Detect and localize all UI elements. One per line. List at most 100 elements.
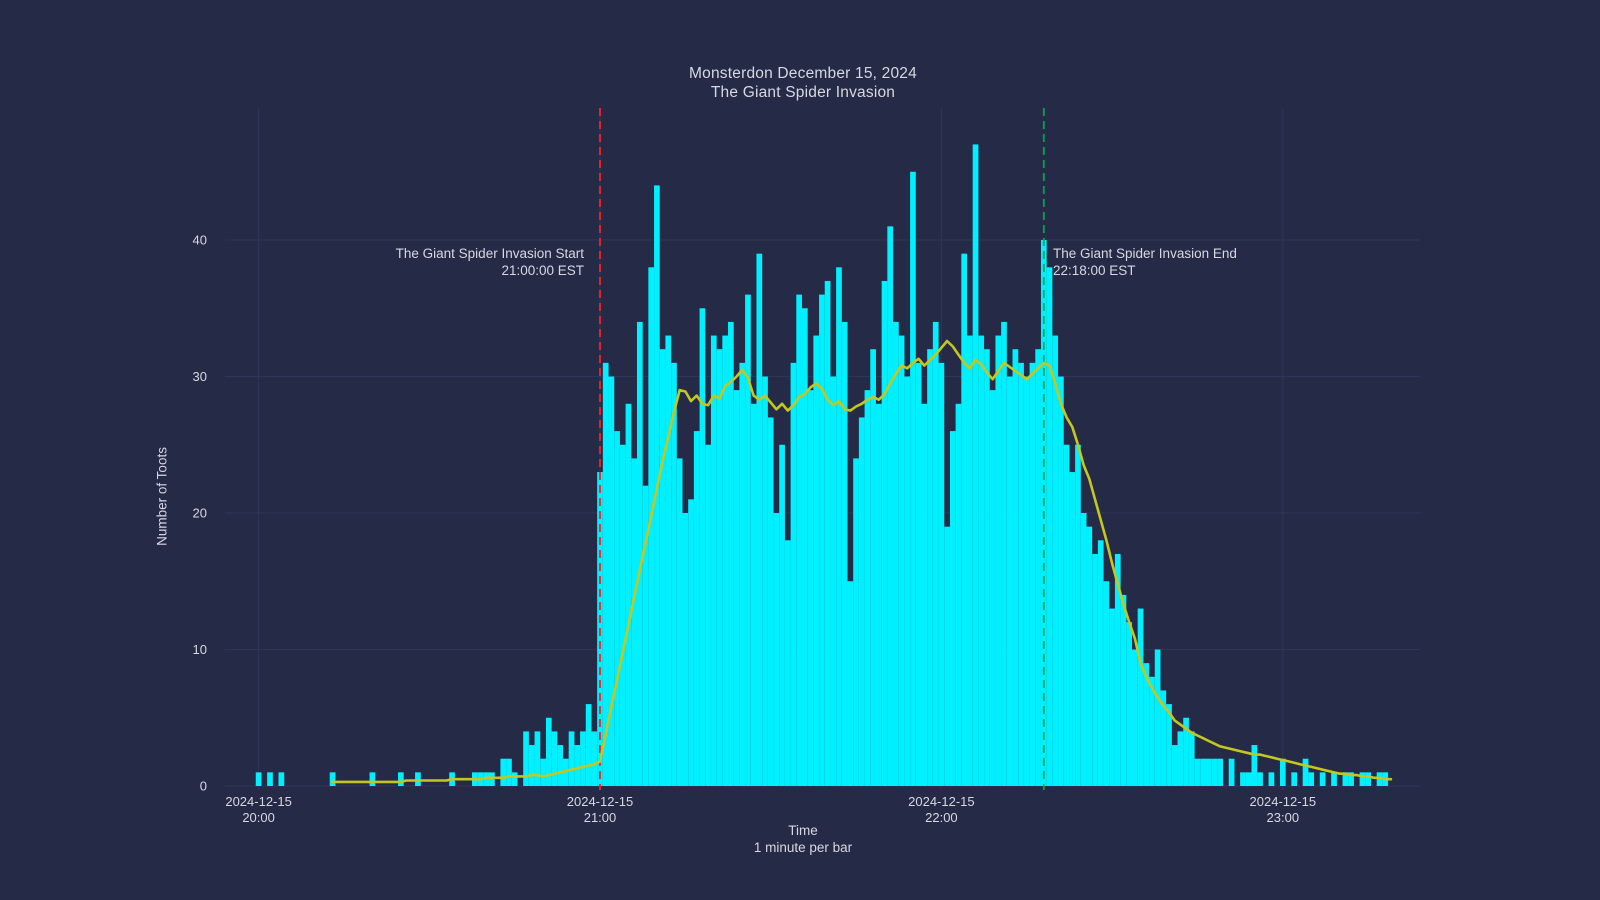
toot-count-bar [648, 267, 655, 786]
toot-count-bar [710, 335, 717, 786]
toot-count-bar [557, 745, 564, 786]
toot-count-bar [1120, 594, 1127, 786]
x-tick-label-time: 22:00 [925, 810, 958, 825]
toot-count-bar [972, 144, 979, 786]
toot-count-bar [1080, 513, 1087, 786]
toot-count-bar [813, 335, 820, 786]
toot-count-bar [984, 349, 990, 786]
toot-count-bar [580, 731, 586, 786]
x-tick-label-time: 20:00 [242, 810, 275, 825]
toot-count-bar [398, 772, 404, 786]
toot-count-bar [949, 431, 956, 786]
toot-count-bar [1143, 663, 1150, 786]
toot-count-bar [636, 321, 643, 786]
chart-title-line2: The Giant Spider Invasion [710, 84, 896, 102]
toot-count-bar [1279, 758, 1286, 786]
toot-count-bar [824, 280, 831, 786]
y-tick-label: 30 [193, 369, 207, 384]
toot-count-bar [1308, 772, 1315, 786]
toot-count-bar [1348, 772, 1354, 786]
smoothed-average-line [331, 339, 1393, 784]
toot-count-bar [642, 485, 649, 786]
toot-count-bar [1132, 649, 1138, 786]
chart-title: Monsterdon December 15, 2024 The Giant S… [603, 64, 1003, 103]
toot-count-bar [1251, 745, 1258, 786]
toot-count-bar [1092, 553, 1098, 786]
toot-count-bar [858, 417, 865, 786]
toot-count-bar [961, 253, 968, 786]
toot-count-bar [989, 390, 996, 786]
toot-count-bar [881, 280, 888, 786]
x-axis-title-line1: Time [788, 823, 818, 838]
toot-count-bar [830, 376, 837, 786]
toot-count-bar [534, 731, 541, 786]
toot-count-bar [591, 731, 598, 786]
annotation-end-line2: 22:18:00 EST [1053, 262, 1136, 278]
toot-count-bar [955, 403, 962, 786]
toot-count-bar [1183, 717, 1189, 786]
x-tick-label-time: 23:00 [1267, 810, 1300, 825]
y-axis-title: Number of Toots [154, 447, 170, 546]
toot-count-bar [1058, 376, 1064, 786]
toot-count-bar [278, 772, 285, 786]
y-tick-label: 20 [193, 506, 207, 521]
toot-count-bar [329, 772, 336, 786]
toot-count-bar [796, 294, 802, 786]
toot-count-bar [1188, 731, 1195, 786]
toot-count-bar [1359, 772, 1366, 786]
toot-count-bar [500, 758, 507, 786]
toot-count-bar [255, 772, 262, 786]
toot-count-bar [1319, 772, 1326, 786]
toot-count-bar [693, 431, 700, 786]
toot-count-bar [267, 772, 273, 786]
toot-count-bar [1097, 540, 1104, 786]
toot-count-bar [1217, 758, 1224, 786]
toot-count-bar [898, 335, 905, 786]
toot-count-bar [574, 745, 581, 786]
toot-count-bar [1205, 758, 1212, 786]
y-tick-label: 40 [193, 233, 207, 248]
annotation-start-line1: The Giant Spider Invasion Start [395, 246, 584, 261]
toot-count-bar [1166, 704, 1172, 786]
toot-count-bar [1171, 745, 1178, 786]
toot-count-bar [967, 335, 973, 786]
toot-count-bar [1023, 376, 1030, 786]
toot-count-bar [915, 362, 922, 786]
toot-count-bar [1211, 758, 1218, 786]
toot-count-bar [483, 772, 490, 786]
toot-count-bar [728, 321, 734, 786]
toot-count-bar [921, 403, 928, 786]
toot-count-bar [1001, 321, 1007, 786]
toot-count-bar [853, 458, 859, 786]
toot-count-bar [864, 390, 871, 786]
toot-count-bar [756, 253, 763, 786]
toot-count-bar [563, 758, 569, 786]
annotation-start-line2: 21:00:00 EST [501, 262, 584, 278]
toot-count-bar [614, 431, 620, 786]
toot-count-bar [523, 731, 529, 786]
chart-title-line1: Monsterdon December 15, 2024 [689, 65, 917, 82]
toot-count-bar [1194, 758, 1201, 786]
toot-count-bar [1114, 553, 1121, 786]
toot-count-bar [1177, 731, 1184, 786]
toot-count-bar [688, 499, 694, 786]
toot-count-bar [1069, 472, 1076, 786]
x-tick-label-time: 21:00 [584, 810, 617, 825]
x-tick-label-date: 2024-12-15 [1250, 794, 1317, 809]
toot-count-bar [489, 772, 495, 786]
toot-count-bar [1035, 349, 1041, 786]
toot-count-bar [1046, 267, 1053, 786]
toot-count-bar [784, 540, 791, 786]
x-tick-label-date: 2024-12-15 [567, 794, 634, 809]
toot-count-bar [602, 362, 609, 786]
toot-count-bar [1075, 444, 1081, 786]
annotation-end-line1: The Giant Spider Invasion End [1053, 246, 1237, 261]
toot-count-bar [995, 335, 1002, 786]
toot-count-bar [1018, 362, 1024, 786]
toot-count-bar [545, 717, 552, 786]
toot-count-bar [944, 526, 950, 786]
toot-count-bar [750, 403, 757, 786]
toot-count-bar [870, 349, 876, 786]
